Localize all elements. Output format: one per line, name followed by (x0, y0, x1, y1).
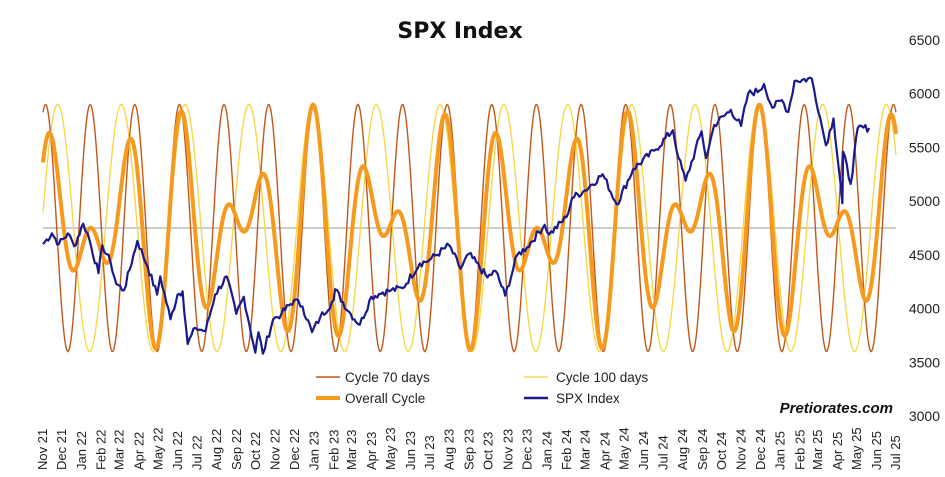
x-tick-label: Oct 23 (481, 432, 496, 470)
x-tick-label: Sep 23 (462, 429, 477, 470)
y-tick-label: 5500 (909, 139, 940, 155)
x-tick-label: Aug 24 (675, 429, 690, 470)
overall-cycle-line (41, 102, 898, 353)
x-tick-label: Dec 22 (287, 429, 302, 470)
legend-label-cycle-100: Cycle 100 days (556, 370, 649, 385)
x-tick-label: Oct 24 (714, 432, 729, 470)
x-tick-label: May 22 (150, 427, 165, 470)
legend-label-overall-cycle: Overall Cycle (345, 391, 425, 406)
legend-label-spx: SPX Index (556, 391, 620, 406)
x-tick-label: Mar 25 (810, 430, 825, 470)
x-tick-label: Nov 22 (268, 429, 283, 470)
x-tick-label: Jan 24 (539, 431, 554, 470)
x-tick-label: Jan 23 (307, 431, 322, 470)
x-tick-label: Apr 22 (131, 432, 146, 470)
cycles-layer (41, 102, 898, 353)
x-tick-label: Sep 24 (695, 429, 710, 470)
x-tick-label: Mar 24 (578, 430, 593, 470)
x-tick-label: Jul 22 (189, 435, 204, 470)
x-tick-label: Apr 23 (364, 432, 379, 470)
x-tick-label: Aug 22 (209, 429, 224, 470)
x-tick-label: May 25 (849, 427, 864, 470)
x-tick-label: Jun 25 (869, 431, 884, 470)
x-tick-label: Sep 22 (229, 429, 244, 470)
y-tick-label: 3500 (909, 354, 940, 370)
x-tick-label: Nov 23 (500, 429, 515, 470)
legend: Cycle 70 days Cycle 100 days Overall Cyc… (316, 370, 649, 406)
x-tick-label: Feb 23 (326, 430, 341, 470)
x-tick-label: Jul 25 (888, 435, 903, 470)
x-tick-label: Jun 22 (170, 431, 185, 470)
x-tick-label: Dec 21 (54, 429, 69, 470)
y-axis: 3000 3500 4000 4500 5000 5500 6000 6500 (909, 32, 940, 424)
spx-layer (42, 76, 871, 355)
x-tick-label: Jul 24 (655, 435, 670, 470)
y-tick-label: 6500 (909, 32, 940, 48)
spx-index-line (42, 76, 871, 355)
x-tick-label: Apr 24 (597, 432, 612, 470)
credit-label: Pretiorates.com (780, 400, 893, 417)
x-tick-label: Jan 25 (773, 431, 788, 470)
x-tick-label: May 23 (383, 427, 398, 470)
x-tick-label: Jun 24 (636, 431, 651, 470)
x-tick-label: Aug 23 (442, 429, 457, 470)
y-tick-label: 6000 (909, 86, 940, 102)
x-tick-label: Feb 25 (792, 430, 807, 470)
x-tick-label: Oct 22 (248, 432, 263, 470)
x-tick-label: Dec 23 (520, 429, 535, 470)
x-axis: Nov 21 Dec 21 Jan 22 Feb 22 Mar 22 Apr 22 May … (35, 427, 903, 470)
y-tick-label: 4000 (909, 301, 940, 317)
legend-label-cycle-70: Cycle 70 days (345, 370, 430, 385)
x-tick-label: Mar 23 (344, 430, 359, 470)
x-tick-label: Jan 22 (74, 431, 89, 470)
x-tick-label: Nov 21 (35, 429, 50, 470)
y-tick-label: 5000 (909, 193, 940, 209)
x-tick-label: Dec 24 (753, 429, 768, 470)
y-tick-label: 3000 (909, 408, 940, 424)
x-tick-label: Jun 23 (403, 431, 418, 470)
y-tick-label: 4500 (909, 247, 940, 263)
x-tick-label: May 24 (616, 427, 631, 470)
chart-title: SPX Index (397, 19, 522, 44)
x-tick-label: Feb 22 (94, 430, 109, 470)
x-tick-label: Feb 24 (559, 430, 574, 470)
x-tick-label: Mar 22 (112, 430, 127, 470)
x-tick-label: Nov 24 (734, 429, 749, 470)
x-tick-label: Apr 25 (830, 432, 845, 470)
x-tick-label: Jul 23 (422, 435, 437, 470)
